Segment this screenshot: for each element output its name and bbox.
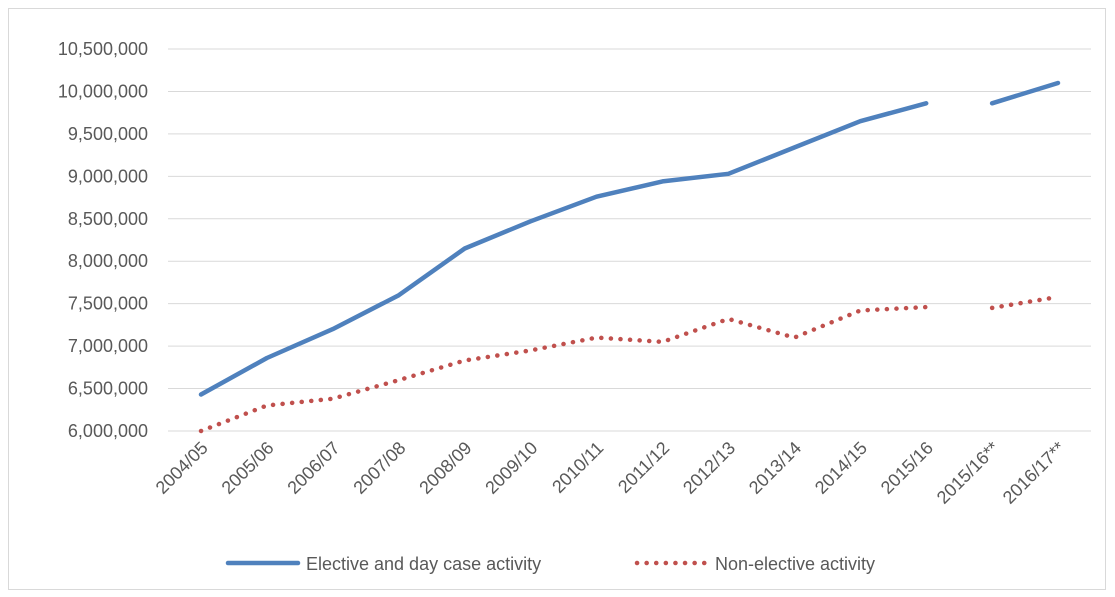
y-tick-label: 9,500,000	[68, 124, 148, 144]
x-tick-label: 2010/11	[548, 438, 607, 497]
y-tick-label: 9,000,000	[68, 166, 148, 186]
legend-item-non-elective: Non-elective activity	[634, 554, 875, 574]
series-line-non-elective-segment-2	[989, 294, 1061, 311]
y-tick-label: 7,500,000	[68, 294, 148, 314]
gridlines	[168, 48, 1091, 390]
series-lines	[198, 80, 1061, 434]
legend-label-elective: Elective and day case activity	[306, 554, 541, 574]
x-tick-label: 2012/13	[679, 438, 739, 498]
legend: Elective and day case activity Non-elect…	[225, 554, 875, 574]
y-tick-label: 7,000,000	[68, 336, 148, 356]
x-tick-label: 2007/08	[349, 438, 409, 498]
x-tick-label: 2008/09	[415, 438, 475, 498]
series-line-elective-segment-1	[198, 101, 929, 397]
x-axis-tick-labels: 2004/05 2005/06 2006/07 2007/08 2008/09 2009/…	[152, 438, 1069, 508]
y-axis-tick-labels: 6,000,000 6,500,000 7,000,000 7,500,000 8,00…	[58, 39, 148, 441]
y-tick-label: 10,500,000	[58, 39, 148, 59]
x-tick-label: 2015/16**	[933, 438, 1003, 508]
series-line-non-elective-segment-1	[198, 304, 929, 434]
x-tick-label: 2016/17**	[999, 438, 1069, 508]
x-tick-label: 2006/07	[283, 438, 343, 498]
y-tick-label: 8,500,000	[68, 209, 148, 229]
x-tick-label: 2009/10	[481, 438, 541, 498]
x-tick-label: 2013/14	[745, 438, 805, 498]
legend-item-elective: Elective and day case activity	[225, 554, 541, 574]
y-tick-label: 8,000,000	[68, 251, 148, 271]
x-tick-label: 2011/12	[614, 438, 673, 497]
y-tick-label: 10,000,000	[58, 81, 148, 101]
series-line-elective-segment-2	[989, 80, 1061, 106]
x-tick-label: 2005/06	[218, 438, 278, 498]
y-tick-label: 6,500,000	[68, 379, 148, 399]
x-tick-label: 2015/16	[877, 438, 937, 498]
y-tick-label: 6,000,000	[68, 421, 148, 441]
x-tick-label: 2004/05	[152, 438, 212, 498]
x-tick-label: 2014/15	[811, 438, 871, 498]
legend-label-non-elective: Non-elective activity	[715, 554, 875, 574]
